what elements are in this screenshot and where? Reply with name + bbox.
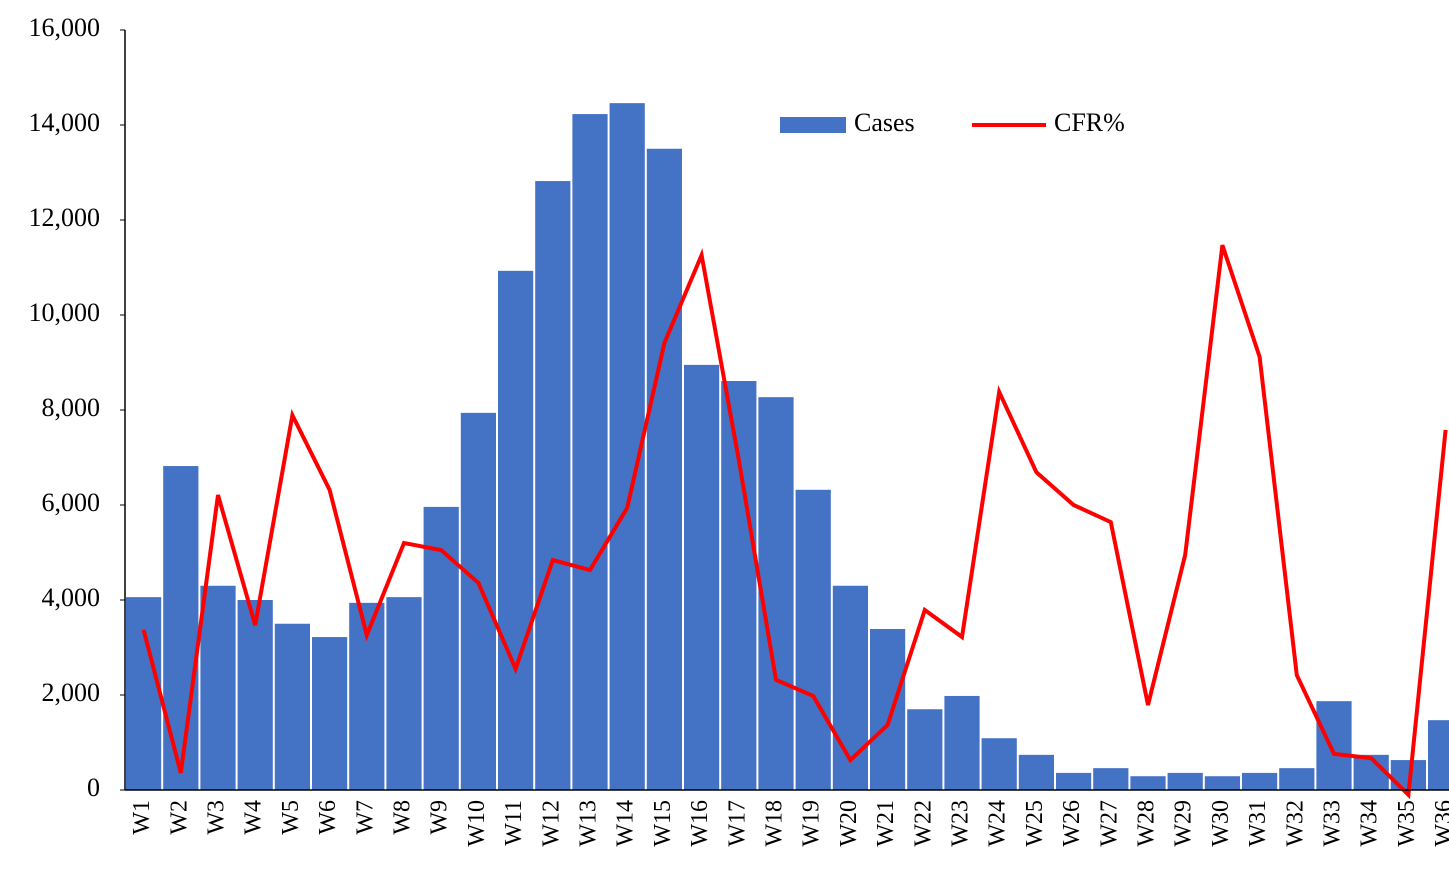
y-tick-label: 14,000: [29, 108, 101, 137]
x-tick-label: W14: [613, 800, 639, 847]
bar: [870, 628, 906, 790]
x-tick-label: W15: [650, 800, 676, 847]
x-tick-label: W20: [836, 800, 862, 847]
line: [141, 244, 1448, 800]
y-tick-label: 8,000: [42, 393, 101, 422]
x-tick-label: W21: [873, 800, 899, 847]
bar: [1056, 772, 1092, 790]
x-tick-label: W27: [1096, 800, 1122, 847]
bar: [758, 397, 794, 790]
bar: [684, 364, 720, 790]
bar: [944, 695, 980, 790]
bar: [1242, 772, 1278, 790]
x-tick-label: W4: [241, 800, 267, 835]
x-tick-label: W26: [1059, 800, 1085, 847]
bar: [981, 738, 1017, 790]
bar: [498, 270, 534, 790]
x-tick-label: W5: [278, 800, 304, 835]
bar: [1018, 754, 1054, 790]
bar: [535, 181, 571, 791]
legend-label: Cases: [854, 108, 915, 137]
x-tick-label: W12: [538, 800, 564, 847]
bar: [1279, 768, 1315, 790]
x-tick-label: W29: [1171, 800, 1197, 847]
x-tick-label: W36: [1431, 800, 1449, 847]
x-tick-label: W3: [204, 800, 230, 835]
y-tick-label: 10,000: [29, 298, 101, 327]
y-tick-label: 4,000: [42, 583, 101, 612]
bar-layer: [126, 103, 1449, 791]
bar: [1167, 772, 1203, 790]
x-tick-label: W32: [1282, 800, 1308, 847]
x-tick-label: W17: [724, 800, 750, 847]
y-tick-label: 0: [87, 773, 100, 802]
x-tick-label: W31: [1245, 800, 1271, 847]
y-tick-label: 2,000: [42, 678, 101, 707]
bar: [795, 489, 831, 790]
bar: [1093, 768, 1129, 790]
x-tick-label: W18: [762, 800, 788, 847]
axis-layer: [120, 29, 1449, 791]
x-tick-label: W11: [501, 800, 527, 846]
legend: Cases CFR%: [780, 108, 1125, 137]
bar: [312, 637, 348, 790]
bar: [609, 103, 645, 790]
legend-label: CFR%: [1054, 108, 1125, 137]
line-layer: [141, 244, 1448, 800]
x-tick-label: W16: [687, 800, 713, 847]
bar: [721, 381, 757, 790]
bar: [237, 600, 273, 790]
x-tick-label: W13: [576, 800, 602, 847]
x-tick-label: W10: [464, 800, 490, 847]
bar: [907, 709, 943, 790]
x-tick-label: W19: [799, 800, 825, 847]
x-tick-label: W1: [129, 800, 155, 835]
x-tick-label: W33: [1320, 800, 1346, 847]
x-tick-label: W22: [910, 800, 936, 847]
bar: [126, 597, 162, 790]
bar: [386, 597, 422, 790]
x-tick-label: W9: [427, 800, 453, 835]
bar: [1316, 701, 1352, 790]
x-tick-label: W25: [1022, 800, 1048, 847]
y-tick-label: 12,000: [29, 203, 101, 232]
x-tick-label: W2: [166, 800, 192, 835]
bar: [200, 585, 236, 790]
bar: [646, 148, 682, 790]
x-tick-label: W7: [352, 800, 378, 835]
x-tick-label: W6: [315, 800, 341, 835]
bar: [460, 412, 496, 790]
bar: [1428, 720, 1449, 790]
x-tick-label: W35: [1394, 800, 1420, 847]
x-tick-label: W23: [948, 800, 974, 847]
bar: [832, 585, 868, 790]
x-tick-label: W28: [1134, 800, 1160, 847]
x-tick-label: W34: [1357, 800, 1383, 847]
x-tick-label: W8: [390, 800, 416, 835]
x-tick-label: W24: [985, 800, 1011, 847]
label-layer: 0 2,000 4,000 6,000 8,000 10,000 12,000 14,000 1…: [29, 13, 1449, 847]
bar: [163, 466, 199, 790]
bar: [572, 114, 608, 790]
bar: [423, 506, 459, 790]
bar: [274, 623, 310, 790]
bar: [1130, 776, 1166, 790]
x-tick-label: W30: [1208, 800, 1234, 847]
bar: [1204, 776, 1240, 790]
y-tick-label: 6,000: [42, 488, 101, 517]
y-tick-label: 16,000: [29, 13, 101, 42]
legend-swatch: [780, 117, 846, 133]
